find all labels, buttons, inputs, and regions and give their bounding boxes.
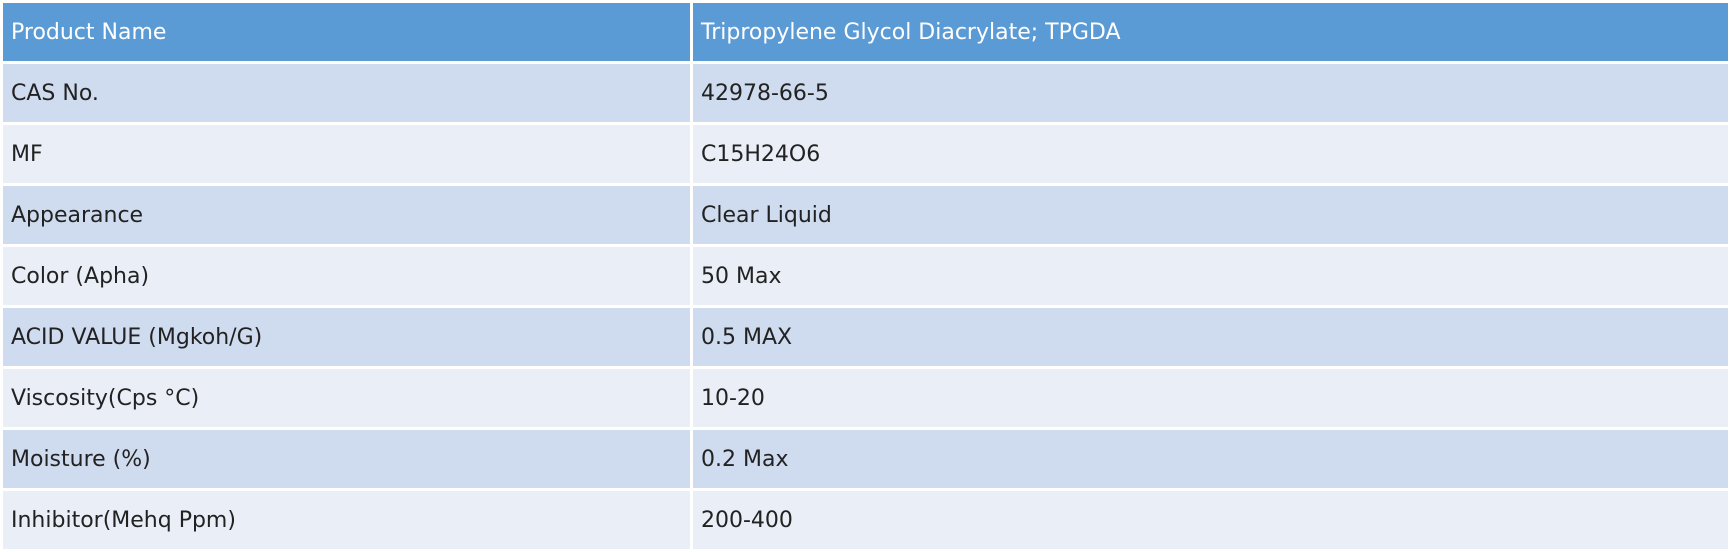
row-value: 200-400 (693, 491, 1728, 549)
row-label: Appearance (3, 186, 690, 244)
row-label: Color (Apha) (3, 247, 690, 305)
table-row: CAS No. 42978-66-5 (3, 64, 1728, 122)
row-label: Product Name (3, 3, 690, 61)
table-row: Appearance Clear Liquid (3, 186, 1728, 244)
table-row: ACID VALUE (Mgkoh/G) 0.5 MAX (3, 308, 1728, 366)
row-value: Tripropylene Glycol Diacrylate; TPGDA (693, 3, 1728, 61)
row-value: 0.2 Max (693, 430, 1728, 488)
table-row: Moisture (%) 0.2 Max (3, 430, 1728, 488)
row-label: Viscosity(Cps °C) (3, 369, 690, 427)
row-value: Clear Liquid (693, 186, 1728, 244)
table-row: Color (Apha) 50 Max (3, 247, 1728, 305)
row-value: 42978-66-5 (693, 64, 1728, 122)
row-label: MF (3, 125, 690, 183)
row-value: 50 Max (693, 247, 1728, 305)
table-row: MF C15H24O6 (3, 125, 1728, 183)
row-label: Inhibitor(Mehq Ppm) (3, 491, 690, 549)
table-row: Product Name Tripropylene Glycol Diacryla… (3, 3, 1728, 61)
row-value: 10-20 (693, 369, 1728, 427)
table-row: Viscosity(Cps °C) 10-20 (3, 369, 1728, 427)
row-value: C15H24O6 (693, 125, 1728, 183)
row-label: CAS No. (3, 64, 690, 122)
table-row: Inhibitor(Mehq Ppm) 200-400 (3, 491, 1728, 549)
row-label: ACID VALUE (Mgkoh/G) (3, 308, 690, 366)
row-value: 0.5 MAX (693, 308, 1728, 366)
row-label: Moisture (%) (3, 430, 690, 488)
